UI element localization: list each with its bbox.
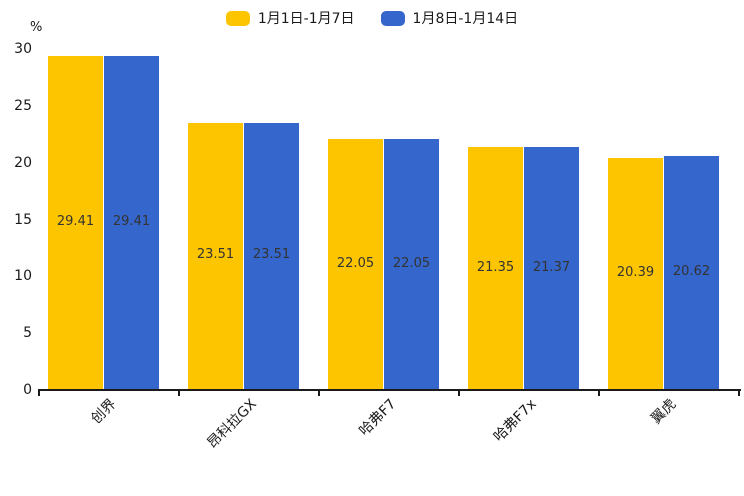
- legend: 1月1日-1月7日 1月8日-1月14日: [0, 8, 744, 28]
- legend-item-series-0[interactable]: 1月1日-1月7日: [225, 8, 355, 28]
- bar-0-2[interactable]: 22.05: [328, 139, 383, 390]
- bar-value-label: 23.51: [252, 247, 291, 263]
- legend-swatch-icon: [380, 10, 405, 26]
- bar-value-label: 20.62: [672, 263, 711, 279]
- bar-value-label: 23.51: [196, 247, 235, 263]
- x-axis-line: [38, 389, 741, 391]
- x-tick-mark: [458, 391, 460, 396]
- x-tick-mark: [178, 391, 180, 396]
- x-category-label-2: 哈弗F7: [356, 396, 400, 440]
- y-tick-label: 0: [23, 382, 32, 398]
- bar-1-0[interactable]: 29.41: [104, 55, 159, 390]
- x-tick-mark: [738, 391, 740, 396]
- bar-value-label: 22.05: [336, 255, 375, 271]
- x-tick-mark: [38, 391, 40, 396]
- x-category-label-4: 翼虎: [648, 396, 680, 428]
- y-tick-label: 15: [14, 211, 32, 228]
- y-tick-label: 10: [14, 268, 32, 285]
- bar-value-label: 22.05: [392, 255, 431, 271]
- x-category-label-3: 哈弗F7x: [490, 396, 540, 446]
- bar-1-3[interactable]: 21.37: [524, 147, 579, 390]
- bar-value-label: 21.35: [476, 259, 515, 275]
- y-tick-label: 5: [23, 325, 32, 342]
- bar-value-label: 29.41: [56, 213, 95, 229]
- y-axis-unit-label: %: [30, 20, 43, 35]
- legend-label: 1月8日-1月14日: [412, 11, 519, 27]
- bar-0-3[interactable]: 21.35: [468, 147, 523, 390]
- legend-label: 1月1日-1月7日: [257, 11, 355, 27]
- legend-swatch-icon: [225, 10, 250, 26]
- bar-value-label: 20.39: [616, 265, 655, 281]
- x-category-label-0: 创界: [88, 396, 120, 428]
- bar-1-2[interactable]: 22.05: [384, 139, 439, 390]
- bar-0-1[interactable]: 23.51: [188, 122, 243, 390]
- bar-0-4[interactable]: 20.39: [608, 158, 663, 390]
- legend-item-series-1[interactable]: 1月8日-1月14日: [380, 8, 519, 28]
- bar-value-label: 29.41: [112, 213, 151, 229]
- y-tick-label: 20: [14, 154, 32, 171]
- y-tick-label: 25: [14, 97, 32, 114]
- x-tick-mark: [598, 391, 600, 396]
- x-category-label-1: 昂科拉GX: [203, 396, 260, 452]
- bar-1-1[interactable]: 23.51: [244, 122, 299, 390]
- bar-0-0[interactable]: 29.41: [48, 55, 103, 390]
- bar-1-4[interactable]: 20.62: [664, 155, 719, 390]
- bar-value-label: 21.37: [532, 259, 571, 275]
- x-tick-mark: [318, 391, 320, 396]
- y-tick-label: 30: [14, 41, 32, 57]
